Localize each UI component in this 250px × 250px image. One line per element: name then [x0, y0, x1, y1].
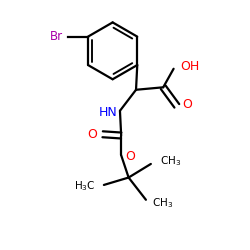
- Text: CH$_3$: CH$_3$: [152, 196, 173, 210]
- Text: O: O: [182, 98, 192, 111]
- Text: O: O: [87, 128, 97, 141]
- Text: Br: Br: [50, 30, 63, 43]
- Text: H$_3$C: H$_3$C: [74, 179, 96, 193]
- Text: CH$_3$: CH$_3$: [160, 154, 181, 168]
- Text: O: O: [126, 150, 136, 163]
- Text: HN: HN: [99, 106, 117, 118]
- Text: OH: OH: [180, 60, 200, 73]
